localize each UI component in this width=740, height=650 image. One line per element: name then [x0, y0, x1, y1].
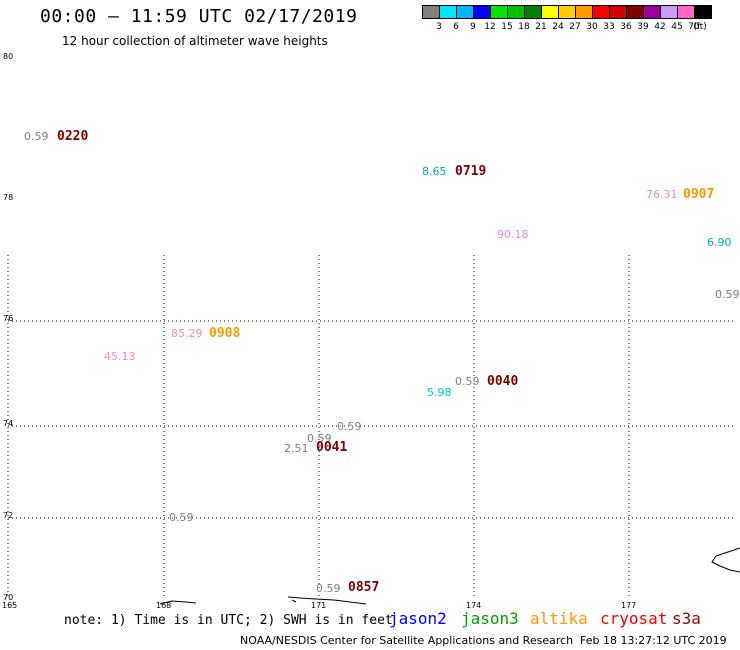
lat-tick-74: 74: [3, 419, 14, 428]
satellite-jason2: jason2: [389, 609, 447, 628]
wave-height-label: 85.29: [171, 327, 203, 340]
observation-time-label: 0908: [209, 326, 241, 341]
lon-tick-165: 165: [2, 601, 18, 610]
coastline-south-3: [291, 599, 297, 603]
wave-height-label: 0.59: [169, 511, 194, 524]
legend-swatch: [507, 5, 525, 19]
lat-tick-72: 72: [3, 511, 14, 520]
lat-tick-70: 70: [3, 593, 14, 602]
wave-height-label: 0.59: [24, 130, 49, 143]
legend-label: 3: [436, 22, 442, 32]
wave-height-label: 0.59: [455, 375, 480, 388]
legend-label: 33: [603, 22, 615, 32]
legend-label: 42: [654, 22, 666, 32]
legend-swatch: [660, 5, 678, 19]
satellite-s3a: s3a: [672, 609, 701, 628]
lat-tick-78: 78: [3, 193, 14, 202]
wave-height-label: 0.59: [715, 288, 740, 301]
legend-swatch: [490, 5, 508, 19]
legend-label: 6: [453, 22, 459, 32]
wave-height-label: 6.90: [707, 236, 732, 249]
legend-label: 30: [586, 22, 598, 32]
wave-height-label: 0.59: [316, 582, 341, 595]
page-subtitle: 12 hour collection of altimeter wave hei…: [62, 34, 328, 48]
legend-swatch: [541, 5, 559, 19]
legend-label: 45: [671, 22, 683, 32]
wave-height-label: 45.13: [104, 350, 136, 363]
legend-swatch: [575, 5, 593, 19]
lon-tick-177: 177: [621, 601, 637, 610]
observation-time-label: 0907: [683, 187, 715, 202]
observation-time-label: 0041: [316, 440, 348, 455]
satellite-altika: altika: [530, 609, 588, 628]
satellite-jason3: jason3: [461, 609, 519, 628]
lon-tick-174: 174: [466, 601, 482, 610]
legend-label: 18: [518, 22, 530, 32]
legend-label: 27: [569, 22, 581, 32]
legend-swatch: [643, 5, 661, 19]
coastline-south-1: [159, 600, 197, 605]
color-legend: [422, 5, 712, 19]
legend-swatch: [524, 5, 542, 19]
satellite-cryosat: cryosat: [600, 609, 668, 628]
legend-swatch: [558, 5, 576, 19]
observation-time-label: 0040: [487, 374, 519, 389]
legend-swatch: [439, 5, 457, 19]
wave-height-label: 0.59: [337, 420, 362, 433]
legend-label: 39: [637, 22, 649, 32]
wave-height-label: 8.65: [422, 165, 447, 178]
credit-text: NOAA/NESDIS Center for Satellite Applica…: [240, 634, 574, 647]
lon-tick-168: 168: [156, 601, 172, 610]
legend-label: 70: [688, 22, 700, 32]
lat-tick-80: 80: [3, 52, 14, 61]
legend-swatch: [473, 5, 491, 19]
page-title: 00:00 — 11:59 UTC 02/17/2019: [40, 6, 358, 27]
legend-swatch: [609, 5, 627, 19]
legend-swatch: [677, 5, 695, 19]
legend-label: 15: [501, 22, 513, 32]
legend-label: 12: [484, 22, 496, 32]
legend-label: 36: [620, 22, 632, 32]
legend-swatch: [694, 5, 712, 19]
generated-timestamp: Feb 18 13:27:12 UTC 2019: [580, 634, 727, 647]
legend-swatch: [592, 5, 610, 19]
wave-height-label: 76.31: [646, 188, 678, 201]
observation-time-label: 0857: [348, 580, 380, 595]
legend-swatch: [422, 5, 440, 19]
wave-height-label: 0.59: [307, 432, 332, 445]
legend-label: (ft): [693, 22, 707, 32]
legend-label: 21: [535, 22, 547, 32]
lon-tick-171: 171: [311, 601, 327, 610]
legend-swatch: [626, 5, 644, 19]
coastline-south-2: [287, 596, 367, 605]
legend-swatch: [456, 5, 474, 19]
observation-time-label: 0719: [455, 164, 487, 179]
footer-note: note: 1) Time is in UTC; 2) SWH is in fe…: [64, 613, 393, 628]
wave-height-label: 2.51: [284, 442, 309, 455]
legend-label: 9: [470, 22, 476, 32]
coastline-east: [711, 547, 740, 573]
lat-tick-76: 76: [3, 314, 14, 323]
legend-label: 24: [552, 22, 564, 32]
observation-time-label: 0220: [57, 129, 89, 144]
wave-height-label: 90.18: [497, 228, 529, 241]
wave-height-label: 5.98: [427, 386, 452, 399]
